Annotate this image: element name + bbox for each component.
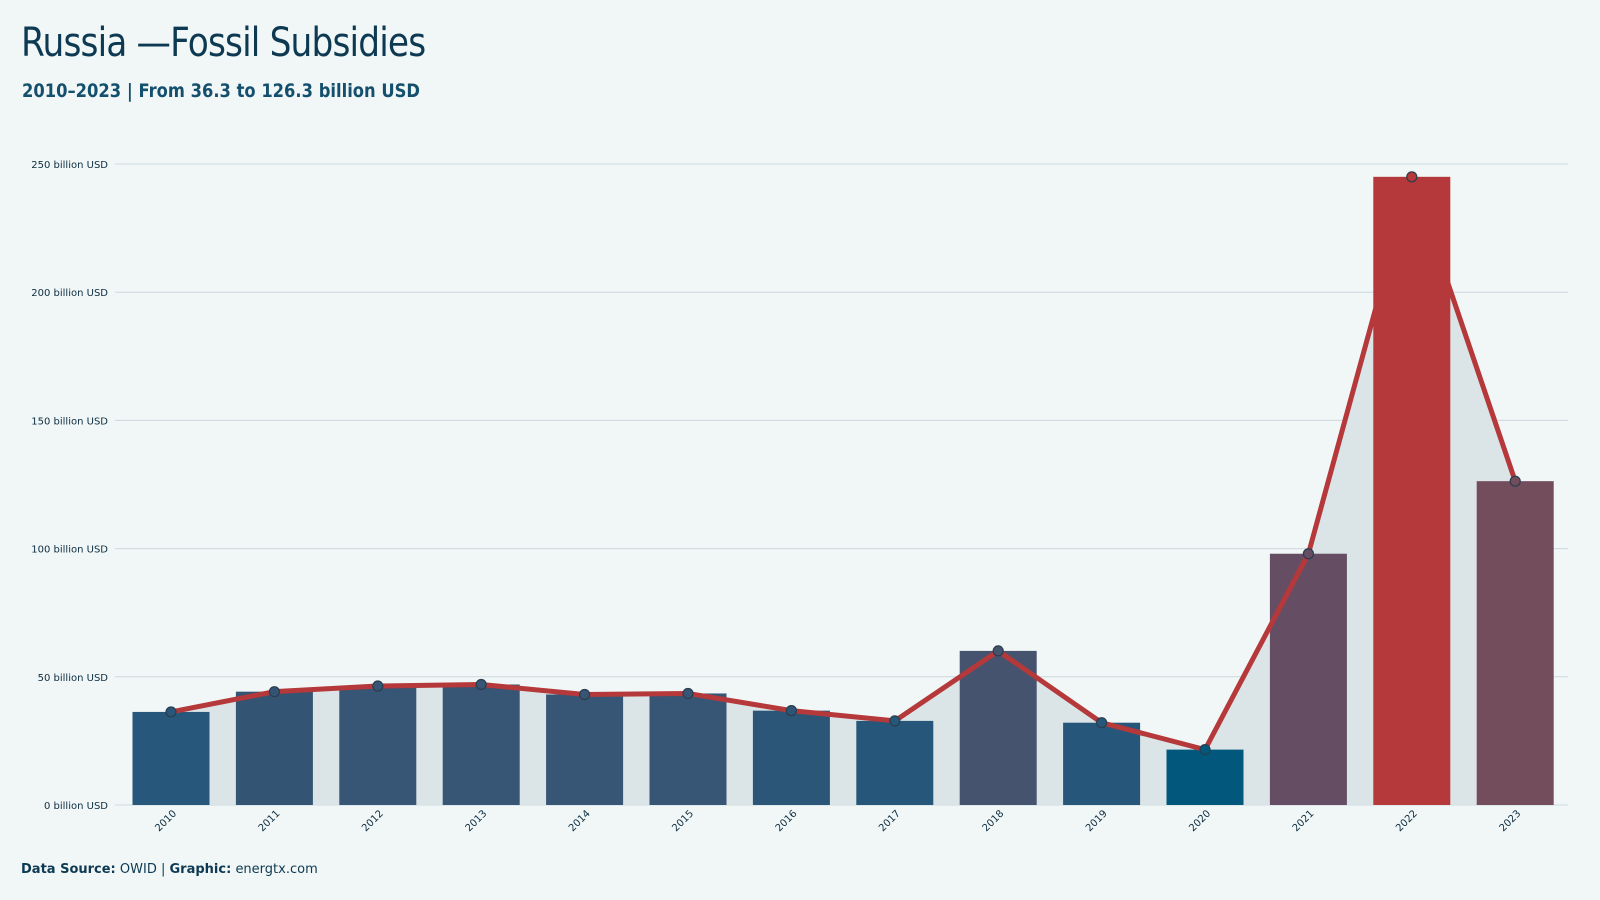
x-tick-label: 2019: [1084, 808, 1110, 834]
graphic-label: Graphic:: [169, 862, 232, 877]
graphic-value: energtx.com: [235, 862, 318, 877]
x-tick-label: 2010: [153, 808, 179, 834]
chart-subtitle: 2010–2023 | From 36.3 to 126.3 billion U…: [22, 80, 420, 102]
bar-2012: [339, 686, 417, 805]
point-2020: [1199, 744, 1211, 756]
bar-2022: [1373, 176, 1451, 805]
bar-2011: [235, 691, 313, 805]
point-2019: [1095, 717, 1108, 729]
point-2014: [578, 688, 591, 701]
x-tick-label: 2022: [1394, 808, 1420, 834]
point-2012: [372, 680, 384, 692]
chart-title: Russia —Fossil Subsidies: [21, 20, 426, 66]
x-tick-label: 2018: [981, 808, 1007, 834]
bar-2023: [1476, 481, 1554, 805]
point-2017: [889, 715, 901, 727]
source-label: Data Source:: [21, 862, 116, 877]
bar-2014: [546, 694, 624, 805]
x-tick-label: 2023: [1498, 808, 1524, 834]
x-tick-label: 2017: [877, 808, 903, 834]
x-tick-label: 2015: [670, 808, 696, 834]
bar-2015: [649, 693, 727, 805]
bar-2017: [856, 720, 934, 805]
x-tick-label: 2021: [1291, 808, 1317, 834]
x-tick-label: 2011: [257, 808, 283, 834]
y-tick-label: 200 billion USD: [31, 288, 108, 299]
bar-2019: [1063, 722, 1141, 805]
source-value: OWID: [119, 862, 157, 877]
bar-2016: [752, 710, 830, 805]
bar-2018: [959, 650, 1037, 805]
bar-2020: [1166, 749, 1244, 805]
y-tick-label: 0 billion USD: [44, 801, 108, 812]
series-line: [168, 174, 1518, 753]
y-tick-label: 50 billion USD: [38, 673, 109, 684]
point-2011: [268, 686, 280, 698]
y-tick-label: 150 billion USD: [31, 416, 108, 427]
bar-2021: [1269, 553, 1347, 805]
point-2023: [1509, 475, 1521, 487]
point-2010: [165, 706, 177, 718]
x-tick-label: 2014: [567, 808, 593, 834]
point-2016: [785, 705, 798, 717]
point-2022: [1406, 171, 1418, 183]
x-tick-label: 2013: [464, 808, 490, 834]
y-tick-label: 100 billion USD: [31, 545, 108, 556]
point-2021: [1302, 548, 1315, 560]
point-2015: [682, 687, 694, 700]
x-tick-label: 2016: [774, 808, 800, 834]
x-tick-label: 2012: [360, 808, 386, 834]
bar-2013: [442, 684, 520, 805]
point-2018: [992, 645, 1004, 657]
point-2013: [475, 678, 487, 691]
footer-credits: Data Source: OWID | Graphic: energtx.com: [21, 862, 318, 877]
y-tick-label: 250 billion USD: [31, 160, 108, 171]
x-tick-label: 2020: [1187, 808, 1213, 834]
footer-separator: |: [160, 862, 166, 877]
bar-2010: [132, 711, 210, 805]
